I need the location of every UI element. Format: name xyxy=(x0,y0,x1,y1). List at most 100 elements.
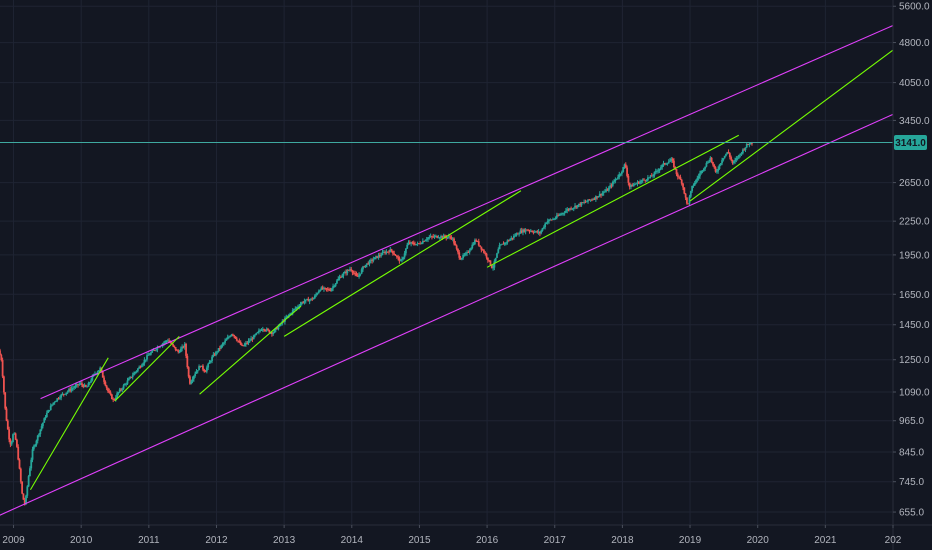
candle-body xyxy=(710,157,713,162)
candle-body xyxy=(611,181,614,186)
candle-body xyxy=(200,365,203,367)
candle-body xyxy=(221,343,224,346)
candle-body xyxy=(385,251,388,254)
candle-body xyxy=(548,219,550,222)
candle-body xyxy=(369,259,372,261)
candle-body xyxy=(589,199,592,201)
candle-body xyxy=(186,355,189,368)
candle-body xyxy=(321,287,324,290)
candle-body xyxy=(412,242,415,245)
candle-body xyxy=(29,468,31,477)
candle-body xyxy=(581,202,584,204)
price-axis[interactable]: 655.0 745.0 845.0 965.0 1090.0 1250.0 1450.0 16… xyxy=(892,0,930,550)
candle-body xyxy=(583,201,586,203)
candle-body xyxy=(1,360,4,377)
candle-body xyxy=(527,230,530,232)
candle-body xyxy=(101,371,104,378)
candle-body xyxy=(79,383,82,385)
candle-body xyxy=(127,378,130,381)
candle-body xyxy=(635,183,638,185)
candle-body xyxy=(51,404,53,406)
candle-body xyxy=(299,304,302,307)
time-axis[interactable]: 2009 2010 2011 2012 2013 2014 2015 2016 2017 2018… xyxy=(0,524,932,546)
candle-body xyxy=(457,248,459,253)
candle-body xyxy=(671,158,674,161)
candle-body xyxy=(260,330,263,331)
candle-body xyxy=(242,345,245,347)
candle-body xyxy=(549,219,552,221)
candle-body xyxy=(213,354,216,356)
current-price-badge: 3141.0 xyxy=(894,135,927,151)
support-trendline xyxy=(29,357,109,491)
candle-body xyxy=(173,345,176,348)
candle-body xyxy=(82,384,85,387)
candle-body xyxy=(295,307,298,309)
candle-body xyxy=(185,343,187,356)
candle-body xyxy=(731,159,734,164)
candle-body xyxy=(604,191,606,193)
candle-body xyxy=(151,350,154,353)
candle-body xyxy=(334,283,337,286)
candle-body xyxy=(10,441,13,445)
candle-body xyxy=(575,205,578,208)
candle-body xyxy=(477,241,480,246)
candle-body xyxy=(416,243,419,245)
candle-body xyxy=(384,252,386,254)
candle-body xyxy=(176,350,178,351)
candle-body xyxy=(719,163,722,165)
candle-body xyxy=(657,170,660,172)
candle-body xyxy=(311,298,314,300)
time-axis-tick-label: 2016 xyxy=(476,535,499,546)
candle-body xyxy=(597,196,600,198)
candle-body xyxy=(748,144,751,146)
current-price-badge-bg xyxy=(894,135,927,151)
candle-body xyxy=(466,252,468,254)
candle-body xyxy=(172,343,174,346)
candle-body xyxy=(598,193,601,197)
candle-body xyxy=(579,203,582,206)
candle-body xyxy=(563,212,566,214)
candle-body xyxy=(164,341,167,343)
candle-body xyxy=(393,253,396,255)
candle-body xyxy=(458,252,461,258)
candle-body xyxy=(472,244,475,246)
candle-body xyxy=(468,250,471,253)
candle-body xyxy=(217,348,220,352)
candle-body xyxy=(177,350,180,353)
candle-body xyxy=(648,177,651,179)
candle-body xyxy=(602,192,605,194)
candle-body xyxy=(208,362,211,364)
candle-body xyxy=(732,161,735,164)
candle-body xyxy=(285,317,288,319)
candle-body xyxy=(70,388,73,391)
candle-body xyxy=(587,199,589,202)
candle-body xyxy=(663,163,666,165)
candle-body xyxy=(263,329,266,331)
candle-body xyxy=(328,289,331,291)
candle-body xyxy=(479,245,481,247)
candle-body xyxy=(45,412,48,417)
candle-body xyxy=(460,258,463,260)
candle-body xyxy=(241,344,243,346)
candle-body xyxy=(47,410,50,413)
candle-body xyxy=(405,248,407,254)
candle-body xyxy=(168,340,171,342)
candle-body xyxy=(546,221,549,223)
candle-body xyxy=(653,172,656,176)
candle-body xyxy=(473,240,476,245)
candle-body xyxy=(349,269,351,271)
candle-body xyxy=(17,446,20,460)
candle-body xyxy=(228,336,230,338)
candle-body xyxy=(146,355,148,360)
candle-body xyxy=(78,383,81,385)
candle-body xyxy=(354,273,357,275)
candle-body xyxy=(528,230,531,232)
time-axis-tick-label: 2014 xyxy=(341,535,364,546)
candle-body xyxy=(265,328,268,331)
candle-body xyxy=(667,161,670,164)
candle-body xyxy=(620,171,623,174)
candle-body xyxy=(55,401,57,403)
candle-body xyxy=(247,340,250,344)
price-axis-tick-label: 1090.0 xyxy=(899,388,930,399)
